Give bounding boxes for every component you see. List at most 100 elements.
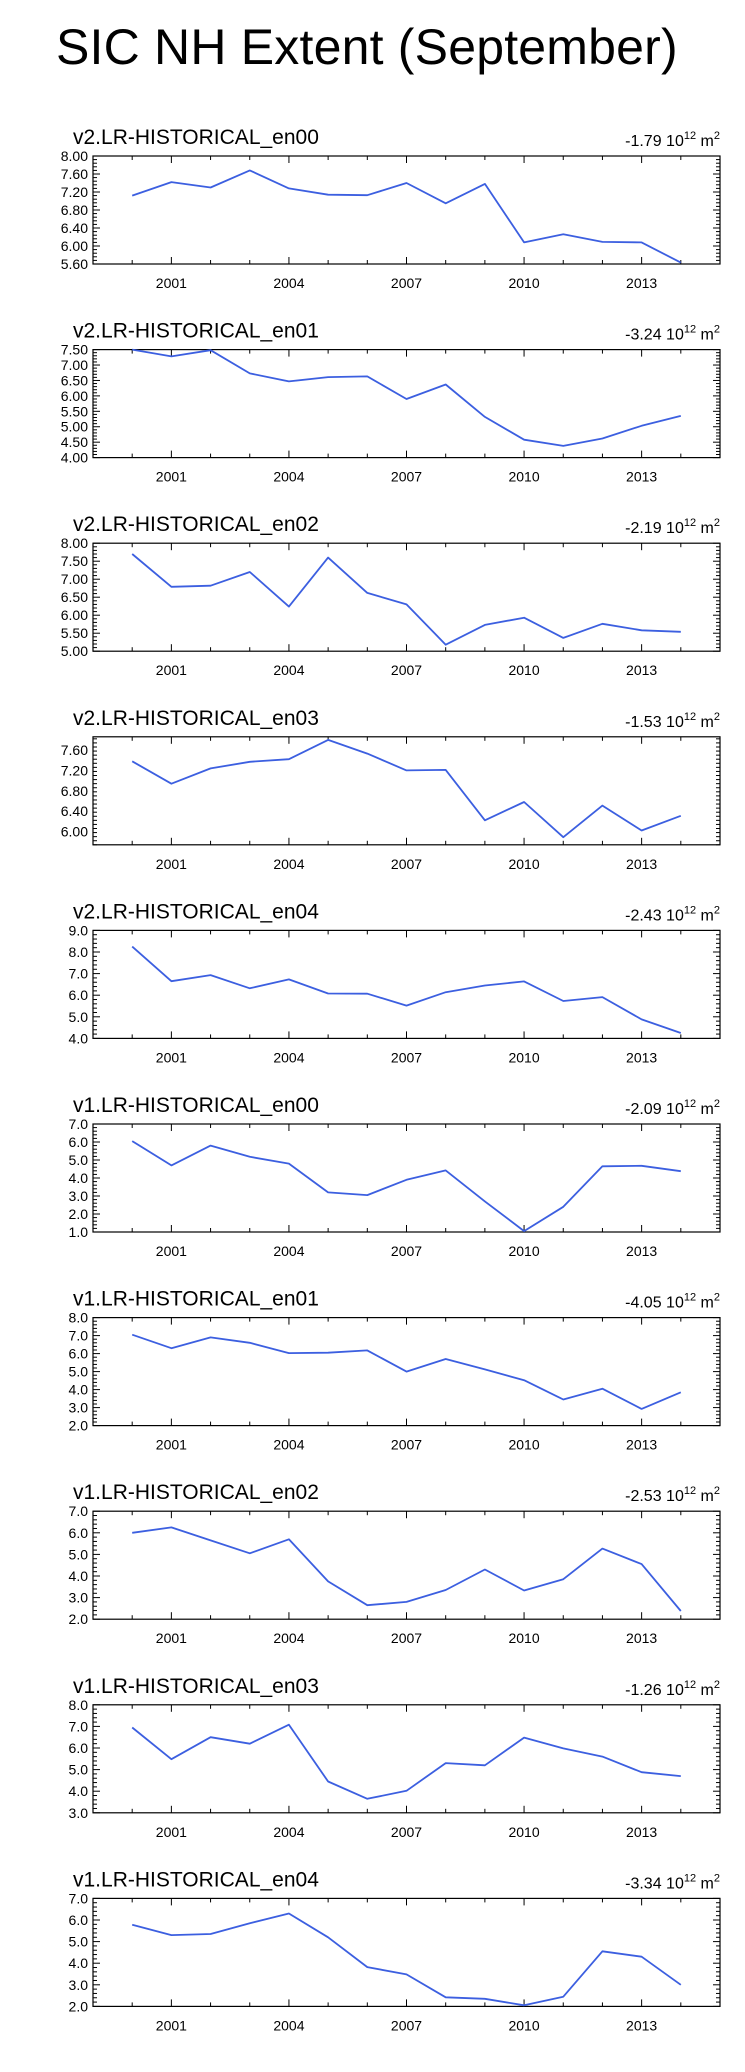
y-tick-label: 5.00 [61,419,88,435]
y-tick-label: 1.0 [69,1224,89,1240]
panel-title: v1.LR-HISTORICAL_en02 [73,1481,319,1504]
trend-label: -1.79 1012 m2 [625,130,720,150]
x-tick-label: 2007 [391,1243,422,1259]
plot-frame [92,929,721,1040]
x-tick-label: 2010 [508,856,539,872]
chart-panel: v2.LR-HISTORICAL_en02 -2.19 1012 m2 5.00 5.… [61,513,721,678]
y-tick-label: 7.0 [69,966,89,982]
series-line [131,553,681,646]
series-line [131,739,682,839]
y-tick-label: 7.50 [61,553,88,569]
y-tick-label: 5.0 [69,1546,89,1562]
x-tick-label: 2013 [626,856,657,872]
y-tick-label: 4.00 [61,450,88,466]
x-tick-label: 2013 [626,1824,657,1840]
y-tick-label: 6.50 [61,589,88,605]
y-tick-label: 6.50 [61,372,88,388]
y-tick-label: 5.50 [61,403,88,419]
x-tick-label: 2013 [626,1243,657,1259]
trend-label: -2.53 1012 m2 [625,1485,720,1505]
y-tick-label: 6.0 [69,1912,89,1928]
y-tick-label: 6.00 [61,238,88,254]
x-tick-label: 2001 [156,662,187,678]
y-tick-label: 2.0 [69,1206,89,1222]
x-tick-label: 2007 [391,1630,422,1646]
y-tick-label: 2.0 [69,1611,89,1627]
x-tick-label: 2010 [508,275,539,291]
x-tick-label: 2007 [391,275,422,291]
panel-title: v2.LR-HISTORICAL_en00 [73,126,319,149]
panel-title: v2.LR-HISTORICAL_en04 [73,900,319,923]
x-tick-label: 2001 [156,2017,187,2033]
y-tick-label: 3.0 [69,1188,89,1204]
x-tick-label: 2004 [273,856,304,872]
x-tick-label: 2013 [626,1437,657,1453]
trend-label: -3.34 1012 m2 [625,1872,720,1892]
y-tick-label: 5.50 [61,625,88,641]
x-tick-label: 2001 [156,1437,187,1453]
series-line [131,1140,681,1232]
series-line [131,1912,682,2007]
trend-label: -3.24 1012 m2 [625,324,720,344]
y-tick-label: 4.0 [69,1955,89,1971]
x-tick-label: 2010 [508,1243,539,1259]
plot-frame [92,155,721,265]
y-tick-label: 7.0 [69,1328,89,1344]
x-tick-label: 2007 [391,469,422,485]
series-line [131,945,682,1034]
y-tick-label: 6.80 [61,783,88,799]
panel-title: v1.LR-HISTORICAL_en00 [73,1094,319,1117]
y-tick-label: 7.00 [61,571,88,587]
x-tick-label: 2001 [156,856,187,872]
y-tick-label: 9.0 [69,922,89,938]
x-tick-label: 2004 [273,1824,304,1840]
chart-panel: v2.LR-HISTORICAL_en00 -1.79 1012 m2 5.60 6.… [61,126,721,291]
x-tick-label: 2007 [391,856,422,872]
y-tick-label: 7.0 [69,1503,89,1519]
y-tick-label: 5.0 [69,1934,89,1950]
panel-title: v2.LR-HISTORICAL_en01 [73,320,319,343]
x-tick-label: 2013 [626,469,657,485]
y-tick-label: 5.0 [69,1364,89,1380]
series-line [131,1333,682,1410]
x-tick-label: 2010 [508,1630,539,1646]
x-tick-label: 2004 [273,275,304,291]
y-tick-label: 5.0 [69,1009,89,1025]
chart-panel: v2.LR-HISTORICAL_en01 -3.24 1012 m2 4.004.… [61,320,721,485]
chart-panel: v1.LR-HISTORICAL_en04 -3.34 1012 m2 2.0 3.0… [69,1868,721,2033]
y-tick-label: 3.0 [69,1400,89,1416]
y-tick-label: 8.00 [61,535,88,551]
x-tick-label: 2013 [626,1630,657,1646]
series-line [131,169,682,264]
x-tick-label: 2007 [391,1049,422,1065]
x-tick-label: 2004 [273,1437,304,1453]
x-tick-label: 2010 [508,2017,539,2033]
panel-title: v1.LR-HISTORICAL_en04 [73,1868,319,1891]
x-tick-label: 2007 [391,1437,422,1453]
y-tick-label: 5.00 [61,643,88,659]
chart-panel: v1.LR-HISTORICAL_en03 -1.26 1012 m2 3.0 4.0… [69,1675,721,1840]
y-tick-label: 6.0 [69,1740,89,1756]
y-tick-label: 8.00 [61,148,88,164]
page-title: SIC NH Extent (September) [56,19,678,75]
x-tick-label: 2010 [508,1437,539,1453]
x-tick-label: 2004 [273,1049,304,1065]
y-tick-label: 7.20 [61,762,88,778]
y-tick-label: 8.0 [69,1310,89,1326]
x-tick-label: 2013 [626,1049,657,1065]
x-tick-label: 2001 [156,469,187,485]
plot-frame [92,1704,721,1814]
y-tick-label: 4.0 [69,1170,89,1186]
y-tick-label: 2.0 [69,1418,89,1434]
y-tick-label: 6.0 [69,1525,89,1541]
y-tick-label: 5.60 [61,256,88,272]
x-tick-label: 2004 [273,2017,304,2033]
y-tick-label: 7.20 [61,184,88,200]
chart-panel: v1.LR-HISTORICAL_en01 -4.05 1012 m2 2.0 3.0… [69,1288,721,1453]
y-tick-label: 3.0 [69,1590,89,1606]
y-tick-label: 6.40 [61,803,88,819]
series-line [132,348,682,447]
plot-frame [92,349,721,459]
x-tick-label: 2013 [626,662,657,678]
x-tick-label: 2013 [626,275,657,291]
